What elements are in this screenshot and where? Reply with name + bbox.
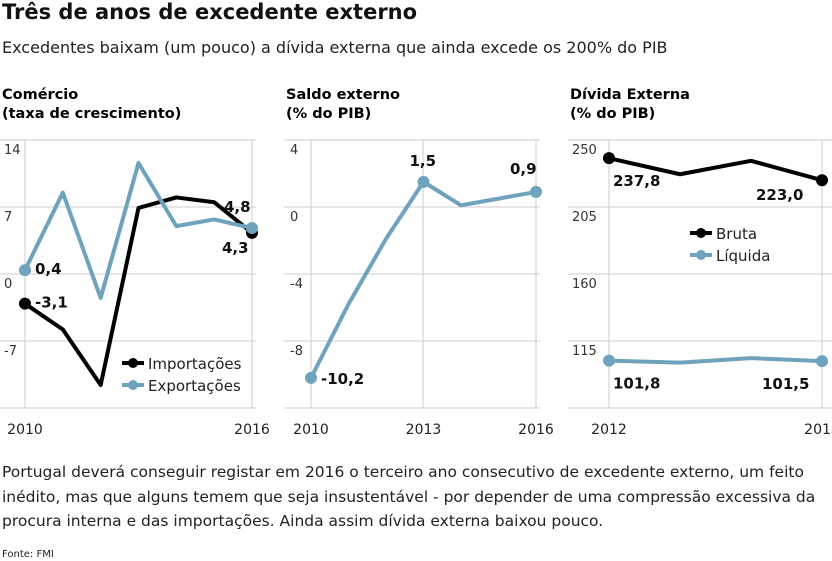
x-tick-label: 2010 [293,422,329,438]
x-tick-label: 2010 [7,422,43,438]
x-tick-label: 2016 [234,422,270,438]
data-label: 4,3 [222,239,249,257]
data-label: 237,8 [613,172,660,190]
chart-subtitle: (% do PIB) [570,106,655,122]
data-point [530,185,542,198]
subtitle: Excedentes baixam (um pouco) a dívida ex… [2,38,668,57]
data-point [417,175,430,188]
y-tick-label: 250 [572,143,597,158]
chart-subtitle: (taxa de crescimento) [2,106,181,122]
series-line [23,160,253,300]
data-label: 4,8 [224,198,251,216]
legend-marker [128,380,138,390]
source-note: Fonte: FMI [2,549,54,560]
data-label: 101,5 [762,375,809,393]
legend-label: Bruta [716,225,757,243]
chart-subtitle: (% do PIB) [286,106,371,122]
data-label: -10,2 [321,370,364,388]
y-tick-label: 7 [4,210,12,225]
data-point [603,354,615,367]
data-label: -3,1 [35,294,68,312]
y-tick-label: -8 [290,344,303,359]
legend-marker [696,250,706,260]
y-tick-label: 160 [572,277,597,292]
chart-title: Dívida Externa [570,87,690,103]
y-tick-label: 0 [290,210,298,225]
y-tick-label: -7 [4,344,17,359]
legend-label: Importações [148,355,242,373]
data-point [816,355,828,368]
series-line [608,156,823,183]
y-tick-label: 115 [572,344,597,359]
x-tick-label: 2015 [804,422,832,438]
data-point [246,222,258,235]
data-point [305,371,317,384]
y-tick-label: 14 [4,143,21,158]
series-line [23,195,254,388]
chart-title: Saldo externo [286,87,400,103]
data-point [19,297,31,310]
x-tick-label: 2013 [406,422,442,438]
data-point [19,264,31,277]
y-tick-label: 0 [4,277,12,292]
legend-label: Exportações [148,377,241,395]
data-label: 101,8 [613,375,660,393]
legend-label: Líquida [716,247,770,265]
x-tick-label: 2016 [518,422,554,438]
data-label: 0,4 [35,260,62,278]
page-title: Três de anos de excedente externo [2,0,418,24]
data-label: 1,5 [410,152,437,170]
y-tick-label: -4 [290,277,303,292]
y-tick-label: 4 [290,143,298,158]
data-label: 223,0 [756,186,803,204]
x-tick-label: 2012 [591,422,627,438]
description-paragraph: Portugal deverá conseguir registar em 20… [2,463,816,530]
y-tick-label: 205 [572,210,597,225]
series-line [608,356,823,365]
legend-marker [696,228,706,238]
data-point [816,174,828,187]
data-label: 0,9 [510,160,537,178]
chart-title: Comércio [2,87,78,103]
data-point [603,152,615,165]
legend-marker [128,358,138,368]
